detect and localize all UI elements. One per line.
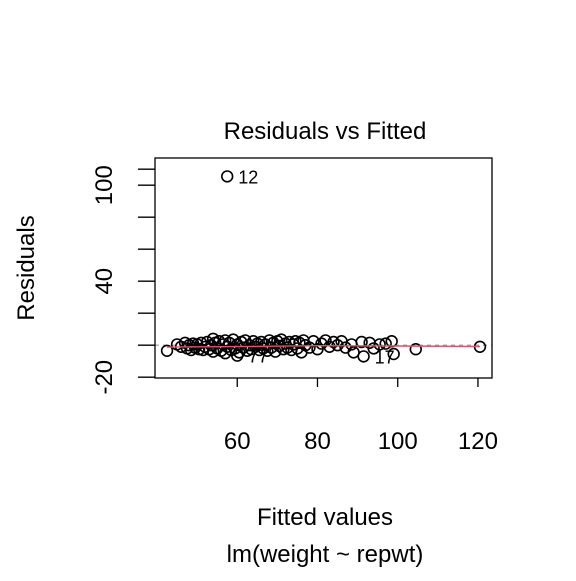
smoother-line	[166, 344, 481, 348]
residual-point	[387, 347, 400, 361]
plot-area: 12 77 17	[155, 167, 492, 367]
outlier-point	[357, 350, 370, 363]
y-axis: -20 40 100	[91, 165, 155, 395]
residual-point	[219, 347, 232, 360]
x-tick-label: 80	[304, 428, 331, 455]
residual-point	[355, 335, 368, 349]
outlier-label: 77	[248, 347, 268, 367]
residual-point	[409, 343, 422, 356]
residual-point	[237, 341, 250, 354]
y-tick-label: 40	[91, 268, 118, 295]
outlier-label: 12	[238, 167, 258, 187]
residual-point	[160, 344, 174, 357]
residual-point	[303, 341, 316, 354]
residual-point	[327, 335, 340, 349]
residual-point	[259, 338, 272, 351]
residual-point	[315, 337, 328, 350]
y-tick-label: 100	[91, 165, 118, 205]
residual-point	[379, 337, 392, 350]
chart-title: Residuals vs Fitted	[224, 118, 427, 145]
x-axis: 60 80 100 120	[224, 378, 498, 455]
plot-box	[154, 157, 493, 379]
outlier-point	[221, 170, 234, 183]
x-tick-label: 120	[458, 428, 498, 455]
residual-point	[373, 338, 386, 351]
x-tick-label: 100	[378, 428, 418, 455]
x-tick-label: 60	[224, 428, 251, 455]
x-axis-label: Fitted values	[257, 504, 393, 531]
outlier-label: 17	[375, 347, 395, 367]
y-tick-label: -20	[91, 360, 118, 395]
residual-point	[291, 342, 304, 355]
outlier-point	[231, 349, 244, 362]
y-axis-label: Residuals	[13, 215, 40, 320]
model-formula-subtitle: lm(weight ~ repwt)	[227, 541, 424, 568]
